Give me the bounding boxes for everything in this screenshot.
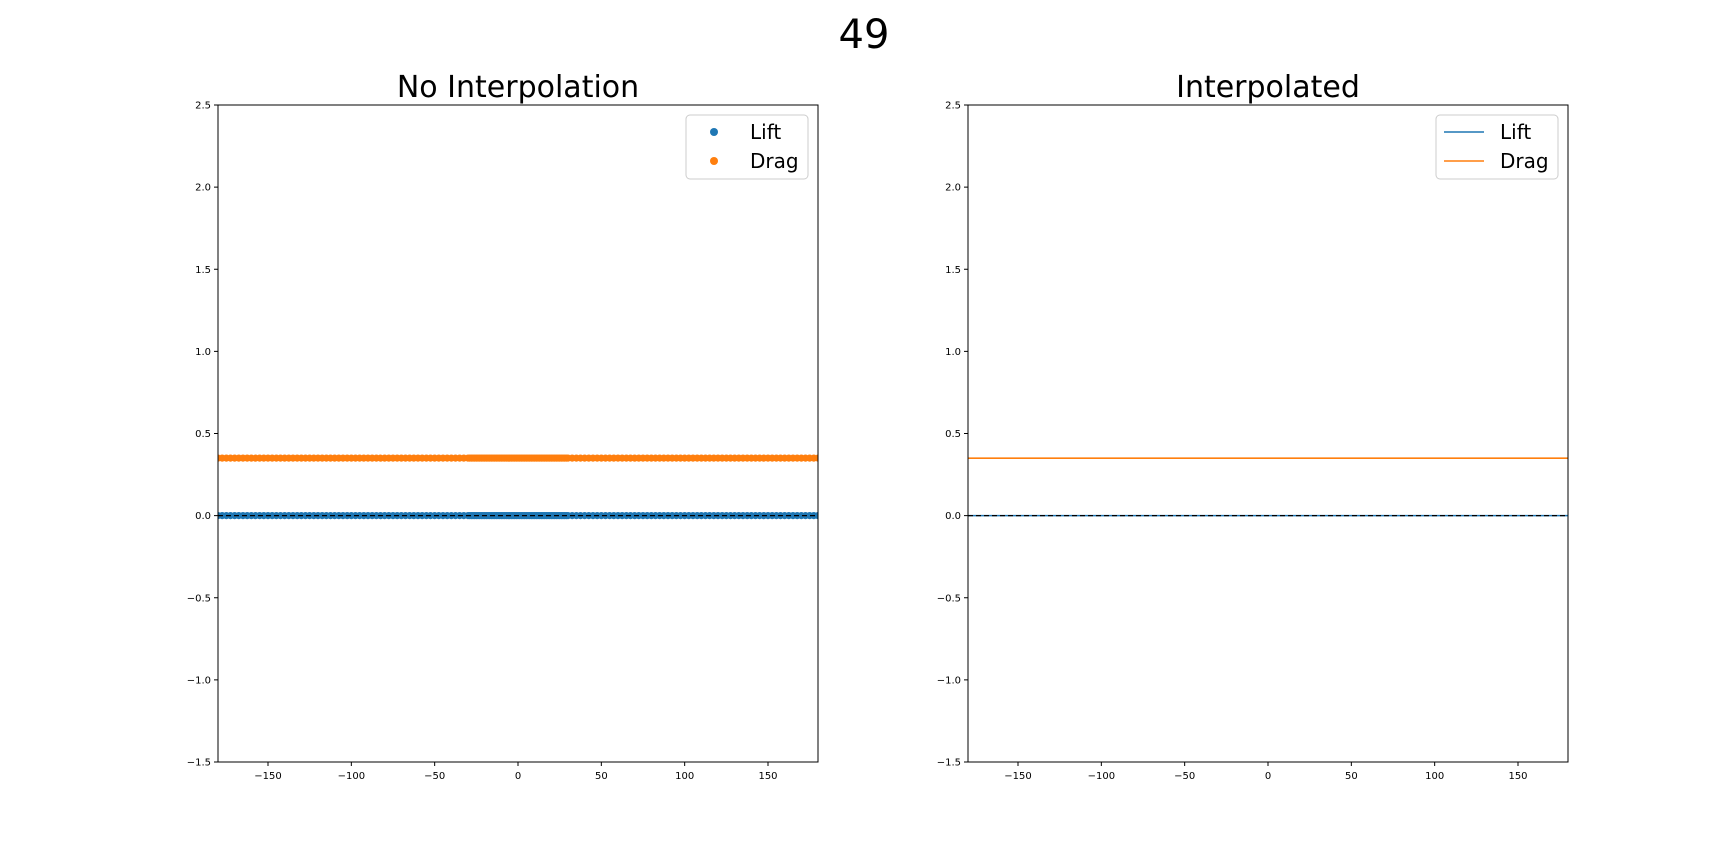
y-tick-label: 0.5 xyxy=(945,429,961,440)
x-tick-label: 100 xyxy=(675,771,694,782)
x-tick-label: 50 xyxy=(1345,771,1358,782)
legend: Lift Drag xyxy=(1435,114,1559,180)
legend-label-drag: Drag xyxy=(1500,149,1549,173)
x-tick-label: −100 xyxy=(338,771,365,782)
y-tick-label: 1.5 xyxy=(195,265,211,276)
plot-area xyxy=(218,454,818,520)
x-tick-label: −100 xyxy=(1088,771,1115,782)
x-tick-label: 0 xyxy=(515,771,521,782)
y-tick-label: 0.0 xyxy=(195,511,211,522)
axes-frame xyxy=(967,104,1569,763)
x-tick-label: 0 xyxy=(1265,771,1271,782)
y-tick-label: −0.5 xyxy=(187,593,211,604)
panel-interpolated: Interpolated −150 −100 −50 0 50 100 150 −1.5 −1.0… xyxy=(937,70,1569,782)
y-tick-label: −1.5 xyxy=(187,758,211,769)
x-tick-label: −50 xyxy=(1174,771,1195,782)
legend-frame xyxy=(1435,114,1559,180)
legend-label-lift: Lift xyxy=(1500,120,1531,144)
x-tick-label: −50 xyxy=(424,771,445,782)
y-tick-label: −0.5 xyxy=(937,593,961,604)
axes-title: No Interpolation xyxy=(397,70,639,105)
y-tick-label: 1.0 xyxy=(195,347,211,358)
y-tick-label: 0.5 xyxy=(195,429,211,440)
y-tick-label: −1.0 xyxy=(187,675,211,686)
legend-marker-drag xyxy=(710,157,718,165)
y-tick-label: 2.0 xyxy=(195,183,211,194)
x-tick-label: −150 xyxy=(254,771,281,782)
y-tick-label: 2.0 xyxy=(945,183,961,194)
legend-label-lift: Lift xyxy=(750,120,781,144)
x-tick-label: 100 xyxy=(1425,771,1444,782)
lift-point xyxy=(814,512,818,520)
y-tick-label: 0.0 xyxy=(945,511,961,522)
y-tick-label: −1.5 xyxy=(937,758,961,769)
series-drag xyxy=(218,454,818,462)
y-tick-label: 2.5 xyxy=(195,101,211,112)
x-tick-label: 150 xyxy=(758,771,777,782)
panel-no-interpolation: No Interpolation −150 −100 −50 0 50 100 150 −1.5… xyxy=(187,70,819,782)
legend-label-drag: Drag xyxy=(750,149,799,173)
y-tick-label: 1.0 xyxy=(945,347,961,358)
axes-title: Interpolated xyxy=(1176,70,1360,105)
drag-point xyxy=(814,454,818,462)
plot-area xyxy=(968,457,1568,517)
x-tick-label: 50 xyxy=(595,771,608,782)
axes-frame xyxy=(217,104,819,763)
y-tick-label: −1.0 xyxy=(937,675,961,686)
x-tick-label: −150 xyxy=(1004,771,1031,782)
y-tick-label: 1.5 xyxy=(945,265,961,276)
legend: Lift Drag xyxy=(685,114,809,180)
figure-suptitle: 49 xyxy=(839,12,890,58)
y-tick-label: 2.5 xyxy=(945,101,961,112)
legend-marker-lift xyxy=(710,128,718,136)
x-tick-label: 150 xyxy=(1508,771,1527,782)
